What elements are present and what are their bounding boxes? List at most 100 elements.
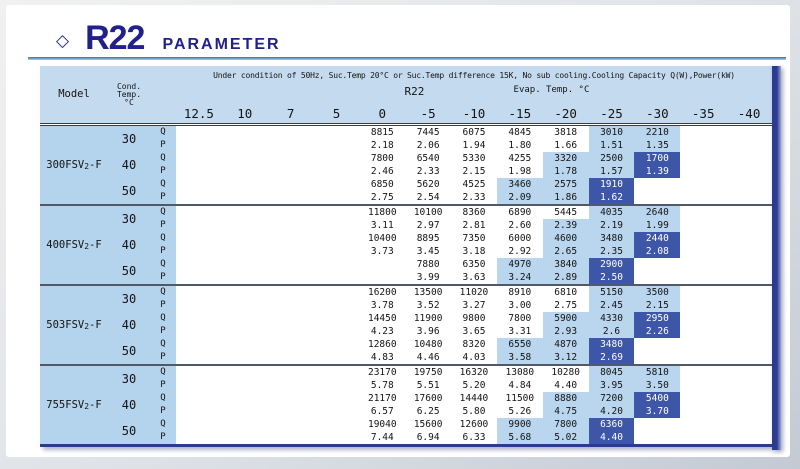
data-cell: 3840 [542,258,589,271]
data-cell [267,351,314,365]
data-cell: 1.57 [588,165,635,178]
model-name-part: 755FSV [46,398,85,411]
data-cell [267,232,314,245]
data-cell: 7800 [542,418,589,431]
data-cell [313,418,360,431]
model-column-header: Model [40,66,108,126]
data-cell: 2.65 [542,245,589,258]
data-cell [726,299,772,312]
cond-label-line: Temp. [116,89,142,99]
data-cell: 1.80 [496,139,543,152]
model-name-part: -F [89,158,102,171]
p-row-label: P [150,379,176,392]
data-cell [221,312,268,325]
data-cell [221,418,268,431]
evap-temp-col: -20 [542,99,589,126]
data-cell [313,258,360,271]
data-cell: 5330 [451,152,497,165]
data-cell: 19040 [359,418,406,431]
data-cell: 6810 [542,284,589,299]
evap-temp-col: -25 [588,99,635,126]
p-row-label: P [150,245,176,258]
data-cell [221,299,268,312]
evap-temp-col: -5 [405,99,452,126]
data-cell: 1910 [588,178,635,191]
data-cell: 19750 [405,364,452,379]
data-cell [221,204,268,219]
table-header: Model Cond. Temp. °C Under condition of … [40,66,772,126]
table-row: P 2.46 2.33 2.15 1.98 1.78 1.57 1.39 [40,165,772,178]
data-cell: 4.23 [359,325,406,338]
data-cell [176,232,222,245]
data-cell: 1.51 [588,139,635,152]
data-cell [267,204,314,219]
evap-temp-col: -35 [680,99,727,126]
data-cell [313,191,360,205]
data-cell [267,258,314,271]
table-row: P 6.57 6.25 5.80 5.26 4.75 4.20 3.70 [40,405,772,418]
data-cell [176,325,222,338]
data-cell: 12860 [359,338,406,351]
data-cell: 5810 [634,364,681,379]
data-cell: 3.70 [634,405,681,418]
data-cell: 4.84 [496,379,543,392]
data-cell: 10100 [405,204,452,219]
data-cell [726,379,772,392]
data-cell: 4330 [588,312,635,325]
data-cell: 4970 [496,258,543,271]
data-cell [680,124,727,139]
title-refrigerant: R22 [85,19,145,57]
data-cell [267,245,314,258]
data-cell [726,245,772,258]
data-cell: 3.63 [451,271,497,285]
data-cell: 14450 [359,312,406,325]
data-cell: 6075 [451,124,497,139]
p-row-label: P [150,299,176,312]
data-cell [726,271,772,285]
data-cell [221,392,268,405]
data-cell [680,204,727,219]
data-cell: 2.93 [542,325,589,338]
table-row: P 7.44 6.94 6.33 5.68 5.02 4.40 [40,431,772,446]
subheader-row: R22 Evap. Temp. °C [176,85,772,99]
data-cell: 2640 [634,204,681,219]
data-cell: 6890 [496,204,543,219]
data-cell [176,392,222,405]
data-cell: 15600 [405,418,452,431]
data-cell [313,379,360,392]
data-cell [221,364,268,379]
data-cell [680,152,727,165]
q-row-label: Q [150,232,176,245]
data-cell: 6.57 [359,405,406,418]
data-cell [221,139,268,152]
data-cell [680,418,727,431]
data-cell [313,338,360,351]
data-cell: 4870 [542,338,589,351]
data-cell: 3.95 [588,379,635,392]
data-cell [176,139,222,152]
data-cell: 1.35 [634,139,681,152]
data-cell [313,139,360,152]
slide-content: ◇ R22 PARAMETER Model Cond. Temp. °C [6,5,790,457]
data-cell: 11800 [359,204,406,219]
data-cell [176,379,222,392]
data-cell: 4525 [451,178,497,191]
cond-temp-value: 40 [108,232,150,258]
data-cell [313,299,360,312]
data-cell: 2.92 [496,245,543,258]
diamond-icon: ◇ [56,31,70,51]
data-cell: 3.50 [634,379,681,392]
table-row: 503FSV2-F 30 Q 16200 13500 11020 8910 6810 5150 3… [40,284,772,365]
data-cell [726,139,772,152]
data-cell: 6.33 [451,431,497,446]
data-cell [267,405,314,418]
evap-temp-col: 5 [313,99,360,126]
data-cell [680,392,727,405]
data-cell: 5400 [634,392,681,405]
data-cell [267,364,314,379]
data-cell: 1.99 [634,219,681,232]
data-cell [313,219,360,232]
model-name: 300FSV2-F [40,124,108,205]
data-cell [726,338,772,351]
condition-text: Under condition of 50Hz, Suc.Temp 20°C o… [176,66,772,85]
